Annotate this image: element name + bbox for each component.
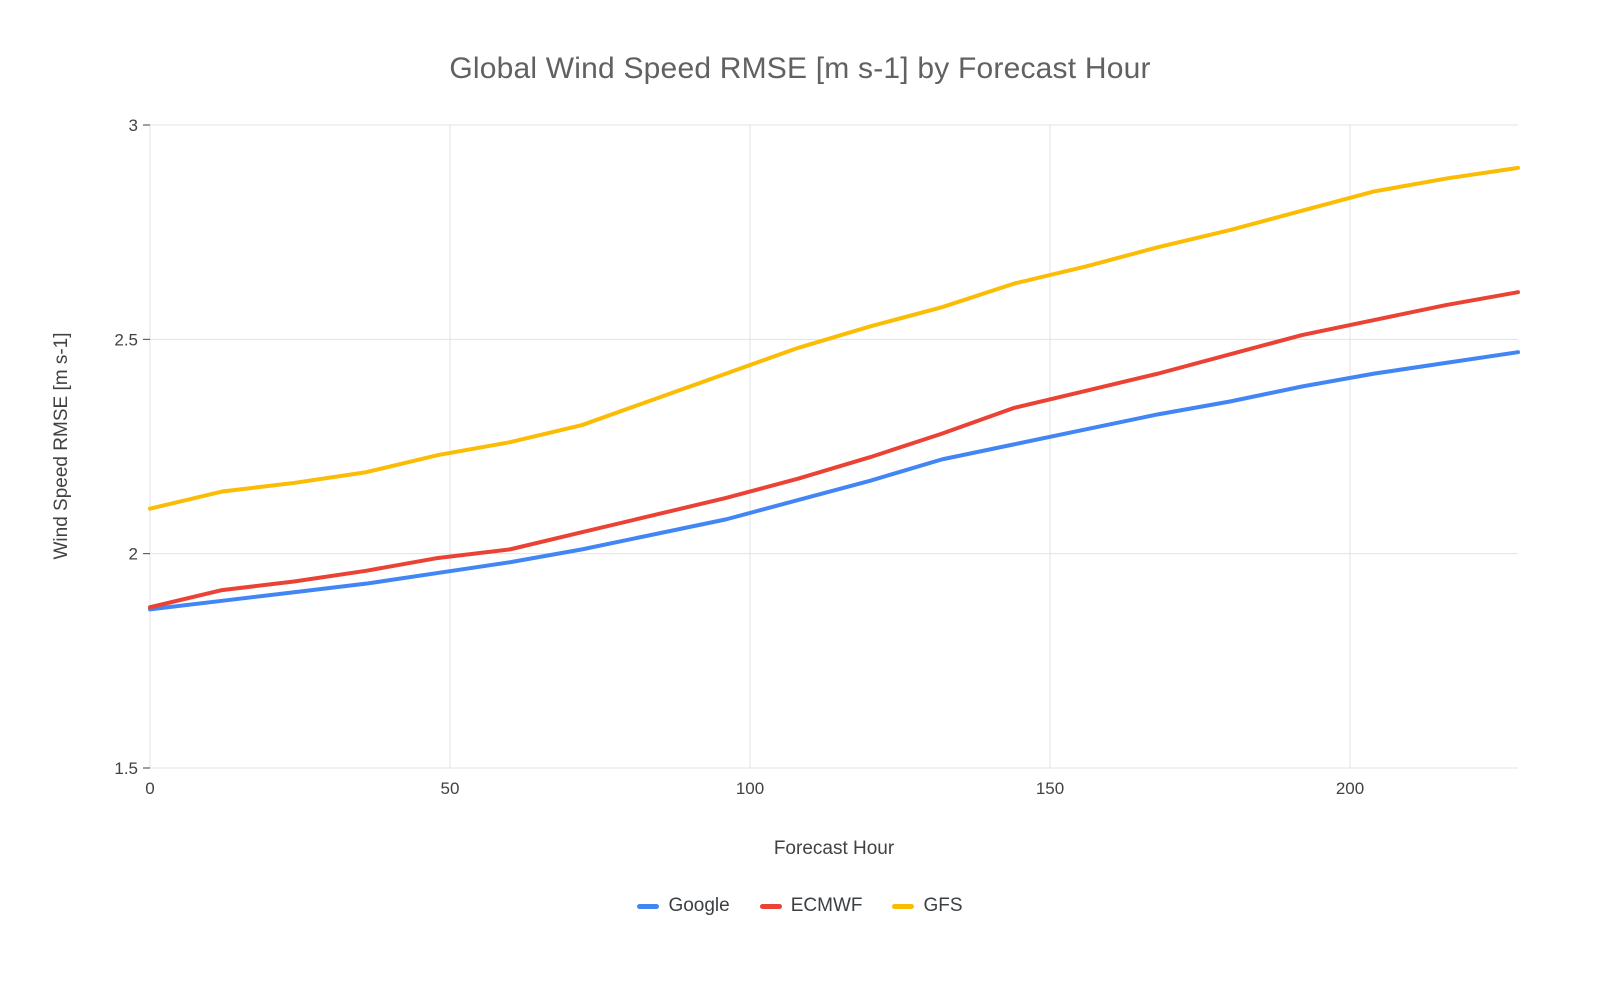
x-tick-label: 50 xyxy=(441,779,460,798)
y-tick-label: 2.5 xyxy=(114,330,138,349)
legend-swatch-gfs xyxy=(892,903,915,909)
x-axis-title: Forecast Hour xyxy=(773,838,895,859)
legend-item-label: Google xyxy=(668,895,730,916)
x-tick-label: 100 xyxy=(736,779,764,798)
x-tick-label: 0 xyxy=(145,779,154,798)
chart-title: Global Wind Speed RMSE [m s-1] by Foreca… xyxy=(449,52,1151,85)
y-tick-label: 2 xyxy=(129,545,138,564)
legend-swatch-google xyxy=(637,903,660,909)
legend-item-ecmwf: ECMWF xyxy=(759,895,863,917)
series-line-ecmwf xyxy=(148,290,1520,610)
x-tick-label: 200 xyxy=(1336,779,1364,798)
series-line-google xyxy=(148,350,1520,612)
series-line-gfs xyxy=(148,165,1520,511)
y-tick-label: 1.5 xyxy=(114,759,138,778)
legend-swatch-ecmwf xyxy=(759,903,782,909)
x-tick-label: 150 xyxy=(1036,779,1064,798)
legend: Google ECMWF GFS xyxy=(0,895,1600,917)
legend-item-google: Google xyxy=(637,895,730,917)
legend-item-label: GFS xyxy=(923,895,963,916)
y-tick-label: 3 xyxy=(129,116,138,135)
legend-item-label: ECMWF xyxy=(790,895,863,916)
legend-item-gfs: GFS xyxy=(892,895,963,917)
